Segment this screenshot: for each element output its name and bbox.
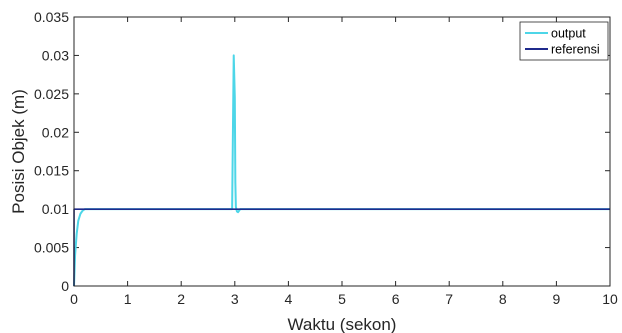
x-tick-label: 9 — [553, 291, 561, 307]
y-tick-label: 0.015 — [34, 163, 69, 179]
legend: output referensi — [519, 21, 609, 61]
y-axis-label: Posisi Objek (m) — [9, 89, 28, 214]
x-tick-label: 5 — [338, 291, 346, 307]
x-tick-label: 6 — [392, 291, 400, 307]
x-tick-label: 7 — [445, 291, 453, 307]
plot-background — [74, 17, 610, 286]
x-tick-label: 1 — [124, 291, 132, 307]
x-tick-label: 8 — [499, 291, 507, 307]
x-axis-ticks: 0 1 2 3 4 5 6 7 8 9 10 — [70, 17, 618, 307]
y-tick-label: 0.01 — [42, 201, 69, 217]
x-tick-label: 0 — [70, 291, 78, 307]
y-tick-label: 0 — [61, 278, 69, 294]
x-tick-label: 3 — [231, 291, 239, 307]
legend-label-referensi: referensi — [551, 43, 600, 57]
legend-label-output: output — [551, 27, 586, 41]
x-tick-label: 4 — [285, 291, 293, 307]
y-tick-label: 0.02 — [42, 124, 69, 140]
axes-frame — [73, 16, 611, 287]
plot-area — [74, 17, 610, 286]
y-tick-label: 0.03 — [42, 47, 69, 63]
y-axis-ticks: 0 0.005 0.01 0.015 0.02 0.025 0.03 0.035 — [34, 9, 610, 294]
x-axis-label: Waktu (sekon) — [288, 315, 397, 333]
y-tick-label: 0.025 — [34, 86, 69, 102]
legend-box — [519, 21, 609, 61]
y-tick-label: 0.005 — [34, 240, 69, 256]
y-tick-label: 0.035 — [34, 9, 69, 25]
x-tick-label: 10 — [602, 291, 618, 307]
axes-box — [73, 16, 611, 287]
x-tick-label: 2 — [177, 291, 185, 307]
